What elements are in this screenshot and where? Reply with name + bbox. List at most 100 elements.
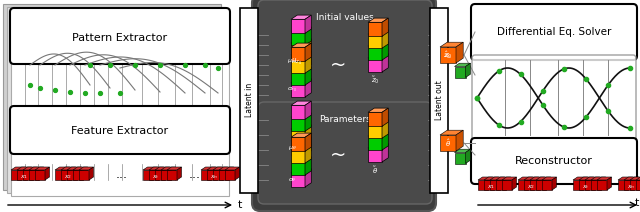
Polygon shape bbox=[465, 149, 470, 163]
Text: $\sigma_{z_0}$: $\sigma_{z_0}$ bbox=[287, 86, 297, 94]
Polygon shape bbox=[39, 167, 44, 180]
Polygon shape bbox=[161, 167, 175, 170]
Polygon shape bbox=[382, 42, 388, 60]
Polygon shape bbox=[456, 42, 463, 63]
Polygon shape bbox=[585, 177, 600, 180]
Polygon shape bbox=[305, 43, 311, 61]
Bar bbox=[454, 152, 465, 163]
Bar bbox=[3, 4, 221, 190]
Polygon shape bbox=[305, 67, 311, 85]
Text: Feature Extractor: Feature Extractor bbox=[72, 126, 168, 136]
Polygon shape bbox=[583, 177, 588, 190]
Bar bbox=[454, 67, 465, 78]
FancyBboxPatch shape bbox=[10, 106, 230, 154]
Polygon shape bbox=[155, 167, 170, 170]
Polygon shape bbox=[305, 125, 311, 143]
Polygon shape bbox=[368, 144, 388, 148]
Bar bbox=[518, 180, 528, 190]
Text: ...: ... bbox=[559, 173, 571, 187]
Text: $x_t$: $x_t$ bbox=[152, 173, 160, 181]
Polygon shape bbox=[291, 55, 311, 59]
Polygon shape bbox=[368, 132, 388, 136]
Text: $\hat{\theta}$: $\hat{\theta}$ bbox=[445, 137, 451, 149]
Polygon shape bbox=[630, 177, 640, 180]
Polygon shape bbox=[305, 27, 311, 45]
Polygon shape bbox=[291, 79, 311, 83]
Bar bbox=[161, 170, 171, 180]
Polygon shape bbox=[291, 43, 311, 47]
Polygon shape bbox=[291, 67, 311, 71]
Polygon shape bbox=[213, 167, 227, 170]
Bar bbox=[7, 7, 225, 193]
Bar bbox=[291, 129, 305, 143]
Polygon shape bbox=[368, 108, 388, 112]
Polygon shape bbox=[23, 167, 38, 170]
Bar bbox=[291, 71, 305, 85]
Polygon shape bbox=[45, 167, 49, 180]
Polygon shape bbox=[440, 130, 463, 135]
Bar bbox=[291, 141, 305, 155]
Polygon shape bbox=[546, 177, 550, 190]
Bar bbox=[291, 47, 305, 61]
Bar bbox=[440, 135, 456, 151]
Bar bbox=[213, 170, 223, 180]
Text: Pattern Extractor: Pattern Extractor bbox=[72, 33, 168, 43]
Bar bbox=[201, 170, 211, 180]
Bar bbox=[291, 137, 305, 151]
Bar bbox=[291, 161, 305, 175]
Polygon shape bbox=[149, 167, 163, 170]
Text: Reconstructor: Reconstructor bbox=[515, 156, 593, 166]
Polygon shape bbox=[368, 18, 388, 22]
Bar bbox=[17, 170, 27, 180]
Bar bbox=[496, 180, 506, 190]
Text: $x_1$: $x_1$ bbox=[487, 183, 495, 191]
Polygon shape bbox=[512, 177, 516, 190]
Bar bbox=[291, 83, 305, 97]
Polygon shape bbox=[89, 167, 93, 180]
Bar bbox=[67, 170, 77, 180]
Polygon shape bbox=[634, 177, 639, 190]
Polygon shape bbox=[368, 42, 388, 46]
Polygon shape bbox=[291, 15, 311, 19]
Text: $\hat{z}_0$: $\hat{z}_0$ bbox=[444, 49, 452, 61]
Polygon shape bbox=[490, 177, 504, 180]
Polygon shape bbox=[305, 157, 311, 175]
Polygon shape bbox=[73, 167, 88, 170]
Polygon shape bbox=[153, 167, 157, 180]
Bar bbox=[291, 117, 305, 131]
Polygon shape bbox=[21, 167, 26, 180]
Polygon shape bbox=[624, 177, 639, 180]
Text: ~: ~ bbox=[330, 145, 346, 165]
Bar bbox=[368, 112, 382, 126]
Text: Initial values: Initial values bbox=[316, 14, 374, 22]
Polygon shape bbox=[67, 167, 81, 170]
Bar bbox=[624, 180, 634, 190]
Polygon shape bbox=[579, 177, 593, 180]
FancyBboxPatch shape bbox=[472, 55, 636, 141]
Polygon shape bbox=[542, 177, 557, 180]
Bar bbox=[430, 8, 448, 193]
Polygon shape bbox=[167, 167, 182, 170]
Polygon shape bbox=[628, 177, 632, 190]
Bar bbox=[597, 180, 607, 190]
Polygon shape bbox=[305, 113, 311, 131]
FancyBboxPatch shape bbox=[471, 4, 637, 60]
Polygon shape bbox=[534, 177, 538, 190]
Polygon shape bbox=[595, 177, 600, 190]
Polygon shape bbox=[607, 177, 611, 190]
Polygon shape bbox=[618, 177, 632, 180]
Bar bbox=[524, 180, 534, 190]
Bar bbox=[143, 170, 153, 180]
Bar bbox=[219, 170, 229, 180]
Bar bbox=[368, 136, 382, 150]
Polygon shape bbox=[291, 145, 311, 149]
Text: $x_n$: $x_n$ bbox=[210, 173, 218, 181]
Text: $\hat{z}_0$: $\hat{z}_0$ bbox=[443, 51, 451, 61]
Polygon shape bbox=[528, 177, 532, 190]
Bar bbox=[11, 170, 21, 180]
Polygon shape bbox=[597, 177, 611, 180]
Polygon shape bbox=[61, 167, 76, 170]
Bar bbox=[573, 180, 583, 190]
Polygon shape bbox=[305, 133, 311, 151]
Polygon shape bbox=[305, 15, 311, 33]
